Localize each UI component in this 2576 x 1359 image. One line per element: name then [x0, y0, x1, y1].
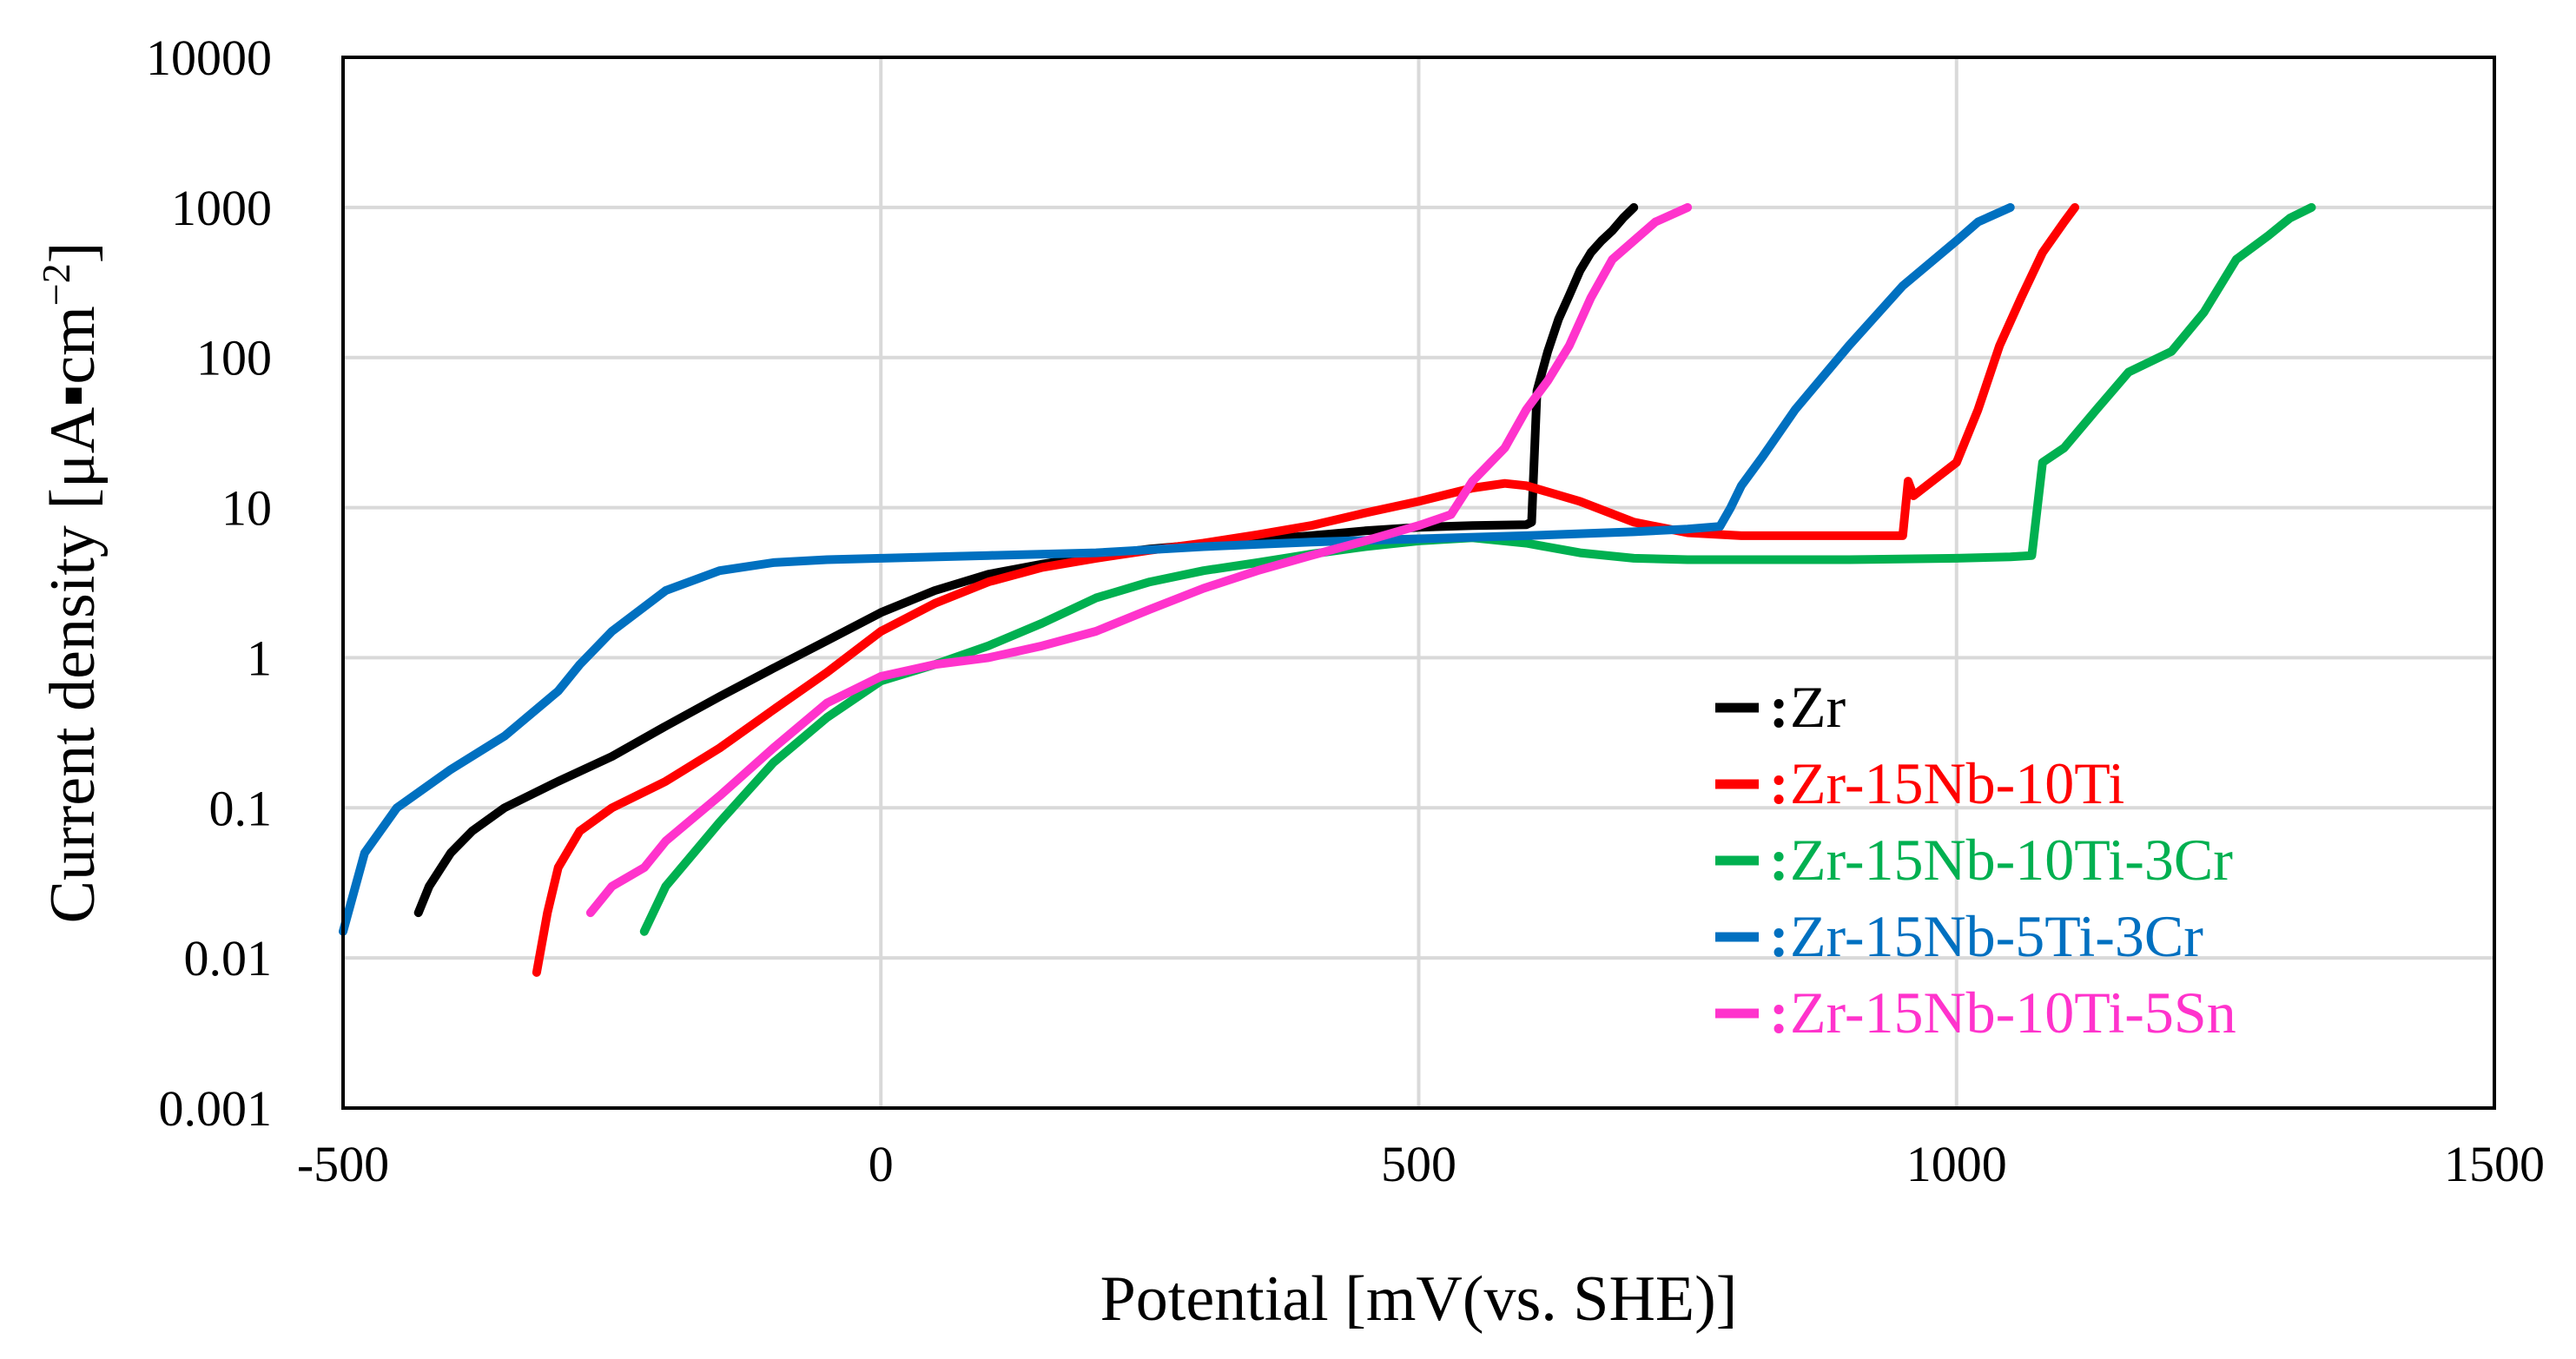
- y-tick-label: 100: [196, 330, 272, 386]
- y-tick-label: 10: [221, 480, 272, 537]
- series-group: [339, 202, 2316, 977]
- legend: : Zr: Zr-15Nb-10Ti: Zr-15Nb-10Ti-3Cr: Zr-15N…: [1715, 674, 2236, 1046]
- y-axis-title-main: Current density [μA: [37, 407, 109, 924]
- legend-label: Zr-15Nb-10Ti-5Sn: [1790, 980, 2236, 1046]
- series-line-4: [585, 202, 1693, 918]
- y-tick-label: 0.01: [184, 930, 273, 986]
- y-tick-label: 1: [247, 630, 272, 686]
- y-tick-labels: 0.001 0.01 0.1 1 10 100 1000 10000: [146, 30, 272, 1137]
- plot-frame: [341, 56, 2496, 1110]
- y-axis-title-unit: cm: [37, 306, 109, 384]
- x-tick-label: -500: [297, 1136, 389, 1192]
- y-axis-title: Current density [μA▪cm−2]: [34, 242, 109, 924]
- y-tick-label: 1000: [171, 180, 272, 236]
- series-line-3: [339, 202, 2015, 936]
- legend-separator: :: [1769, 674, 1789, 740]
- legend-label: Zr-15Nb-5Ti-3Cr: [1790, 903, 2203, 969]
- y-tick-label: 0.1: [209, 780, 273, 836]
- legend-label: Zr-15Nb-10Ti: [1790, 750, 2124, 816]
- y-tick-label: 0.001: [159, 1080, 273, 1137]
- y-axis-title-close: ]: [37, 242, 109, 264]
- y-axis-title-exponent: −2: [34, 263, 78, 306]
- legend-label: Zr: [1790, 674, 1846, 740]
- legend-separator: :: [1769, 750, 1789, 816]
- x-tick-label: 0: [869, 1136, 894, 1192]
- legend-separator: :: [1769, 903, 1789, 969]
- y-axis-title-dot: ▪: [37, 385, 109, 407]
- x-tick-label: 1000: [1906, 1136, 2007, 1192]
- series-line-1: [532, 202, 2079, 977]
- legend-separator: :: [1769, 980, 1789, 1046]
- x-axis-title: Potential [mV(vs. SHE)]: [1100, 1263, 1738, 1335]
- x-tick-label: 1500: [2444, 1136, 2545, 1192]
- legend-label: Zr-15Nb-10Ti-3Cr: [1790, 827, 2233, 893]
- x-tick-label: 500: [1381, 1136, 1456, 1192]
- x-tick-labels: -500 0 500 1000 1500: [297, 1136, 2545, 1192]
- legend-separator: :: [1769, 827, 1789, 893]
- y-tick-label: 10000: [146, 30, 272, 86]
